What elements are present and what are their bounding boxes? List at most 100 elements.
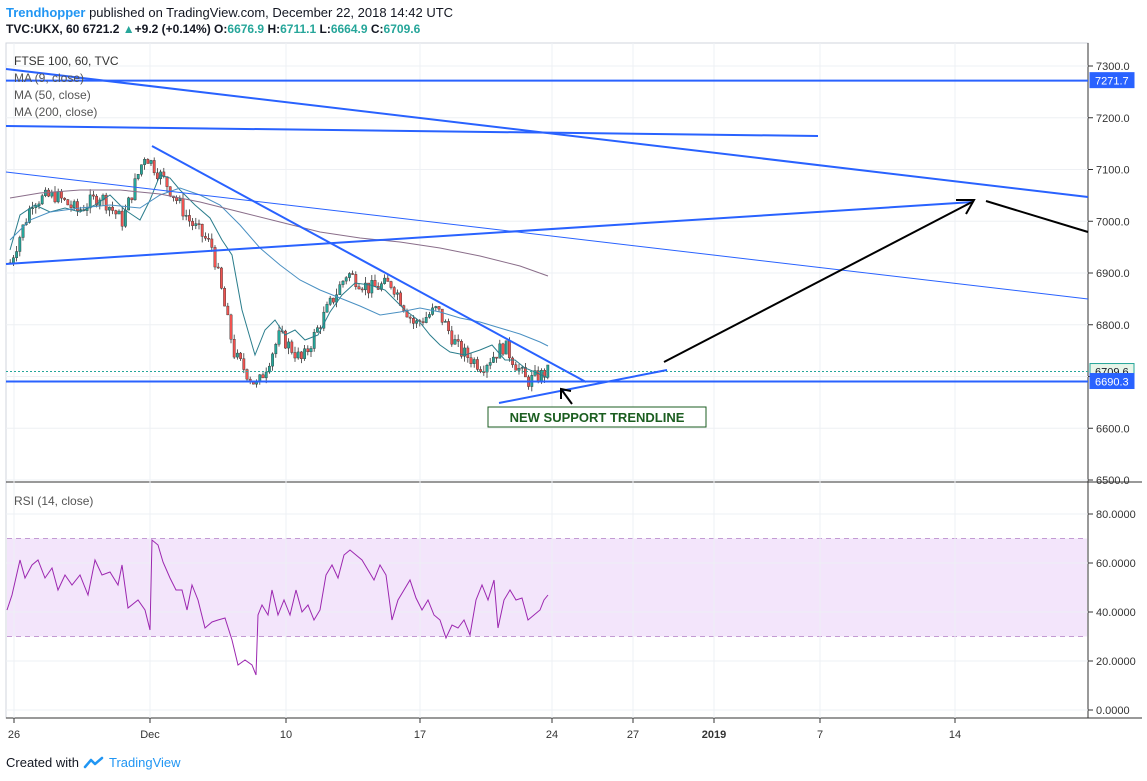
annotation-arrow-line	[560, 388, 573, 405]
x-tick-label: 17	[414, 729, 426, 741]
up-triangle-icon: ▲	[122, 22, 135, 36]
candle-body	[389, 281, 393, 288]
candle-body	[207, 238, 210, 240]
trendline-descending	[151, 145, 587, 383]
candle-body	[261, 374, 265, 379]
high-label: H:	[267, 22, 281, 36]
candle-body	[303, 348, 306, 359]
price-label-box	[1089, 72, 1135, 89]
candle-body	[440, 308, 444, 323]
candle-body	[492, 356, 495, 363]
trendline-support-new	[498, 369, 668, 404]
candle-body	[15, 251, 18, 258]
candle-body	[312, 332, 316, 349]
candle-body	[341, 280, 345, 285]
candle-body	[364, 282, 367, 291]
candle-body	[287, 341, 290, 349]
candle-body	[466, 347, 470, 358]
rsi-tick-label: 20.0000	[1096, 656, 1136, 668]
candle-body	[284, 330, 287, 349]
candle-body	[271, 353, 274, 367]
legend-ma-200: MA (200, close)	[14, 105, 97, 119]
candle-body	[235, 352, 239, 358]
candle-body	[117, 210, 121, 215]
candle-body	[328, 297, 332, 305]
candle-body	[136, 174, 140, 179]
candle-body	[421, 321, 425, 323]
candle-body	[412, 318, 415, 324]
price-label-box	[1089, 373, 1135, 390]
candle-body	[277, 330, 281, 345]
low-value: 6664.9	[330, 22, 368, 36]
footer: Created with TradingView	[6, 755, 181, 770]
candle-body	[162, 171, 166, 177]
candle-body	[107, 206, 111, 211]
candle-body	[306, 348, 310, 353]
candle-body	[392, 287, 396, 295]
candle-body	[152, 160, 156, 174]
last-price: 6721.2	[82, 22, 120, 36]
candle-body	[424, 317, 428, 323]
candle-body	[40, 195, 44, 205]
candle-body	[450, 330, 454, 345]
candle-body	[456, 339, 460, 342]
candle-body	[127, 197, 131, 211]
ma-200-line	[9, 189, 549, 277]
forecast-arrow-head-icon	[956, 199, 976, 215]
close-label: C:	[370, 22, 384, 36]
tradingview-brand[interactable]: TradingView	[108, 755, 181, 770]
price-chart[interactable]: 7300.07200.07100.07000.06900.06800.06700…	[0, 0, 1147, 752]
candle-body	[504, 340, 508, 355]
candle-body	[415, 320, 418, 324]
candle-body	[514, 364, 518, 371]
candle-body	[300, 351, 303, 359]
candle-body	[322, 311, 326, 329]
candle-body	[367, 282, 370, 294]
price-tick-label: 7100.0	[1096, 165, 1130, 177]
price-tick-label: 6600.0	[1096, 423, 1130, 435]
candle-body	[520, 367, 524, 369]
candle-body	[133, 178, 137, 201]
price-tick-label: 7300.0	[1096, 61, 1130, 73]
publish-info: Trendhopper published on TradingView.com…	[6, 5, 453, 20]
candle-body	[111, 206, 115, 211]
candle-body	[524, 367, 527, 378]
x-tick-label: Dec	[140, 729, 160, 741]
candle-body	[47, 189, 51, 197]
candle-body	[66, 199, 70, 206]
candle-body	[479, 369, 482, 372]
high-value: 6711.1	[280, 22, 317, 36]
candle-body	[60, 191, 63, 199]
price-tick-label: 7200.0	[1096, 113, 1130, 125]
candle-body	[187, 215, 191, 222]
candle-body	[88, 194, 92, 209]
candle-body	[360, 288, 364, 291]
candle-body	[37, 203, 41, 206]
x-tick-label: 26	[8, 729, 20, 741]
symbol-bar: TVC:UKX, 60 6721.2 ▲+9.2 (+0.14%) O:6676…	[6, 22, 420, 36]
candle-body	[472, 359, 476, 364]
candle-body	[495, 356, 498, 359]
candle-body	[354, 274, 358, 287]
candle-body	[146, 159, 150, 164]
candle-body	[501, 343, 505, 355]
candle-body	[399, 292, 402, 306]
candle-body	[428, 314, 431, 318]
candle-body	[91, 194, 95, 197]
candle-body	[447, 321, 450, 332]
rsi-tick-label: 60.0000	[1096, 558, 1136, 570]
candle-body	[511, 357, 514, 365]
forecast-down-line	[985, 200, 1089, 233]
candle-body	[226, 305, 230, 316]
price-tick-label: 6500.0	[1096, 475, 1130, 487]
candle-body	[396, 292, 399, 295]
author-name[interactable]: Trendhopper	[6, 5, 86, 20]
rsi-tick-label: 0.0000	[1096, 705, 1130, 717]
candle-body	[239, 352, 242, 359]
candle-body	[373, 280, 377, 287]
candle-body	[53, 191, 57, 203]
candle-body	[508, 340, 511, 359]
candle-body	[517, 367, 521, 371]
tradingview-logo-icon	[83, 756, 104, 768]
candle-body	[191, 220, 194, 226]
